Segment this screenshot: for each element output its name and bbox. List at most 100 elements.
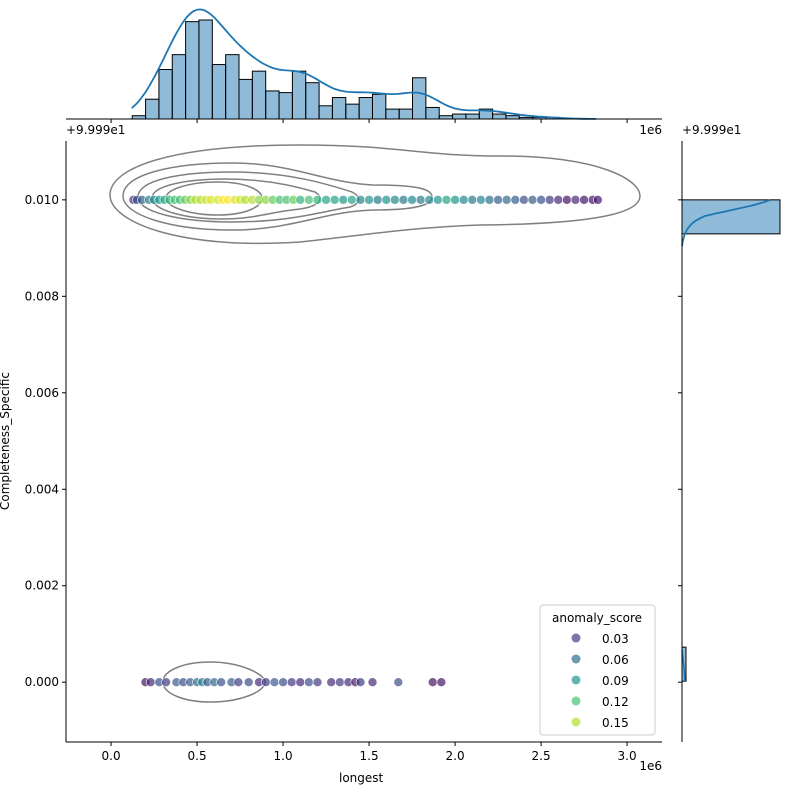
scatter-point: [450, 195, 460, 205]
histogram-bar: [211, 64, 227, 120]
scatter-point: [393, 677, 404, 687]
main-scatter-axes: 0.0 0.5 1.0 1.5 2.0 2.5 3.0 0.000 0.002 0.004 0.00…: [25, 141, 662, 763]
scatter-point: [510, 195, 521, 205]
scatter-point: [415, 195, 426, 205]
scatter-point: [261, 677, 271, 687]
scatter-point: [278, 677, 288, 687]
scatter-points: [128, 195, 603, 687]
kde-curve: [681, 199, 771, 247]
scatter-point: [145, 677, 156, 687]
scatter-point: [233, 677, 244, 687]
scatter-point: [562, 195, 572, 205]
kde-contour: [109, 144, 641, 245]
legend-label: 0.09: [602, 674, 629, 688]
scatter-point: [436, 677, 447, 687]
histogram-bar: [171, 54, 187, 120]
scatter-point: [493, 195, 503, 205]
scatter-point: [553, 195, 564, 205]
histogram-bar: [145, 98, 160, 120]
scatter-point: [458, 195, 469, 205]
scatter-point: [536, 195, 546, 205]
y-offset-label: +9.999e1: [66, 123, 125, 137]
scatter-point: [216, 677, 226, 687]
scatter-point: [321, 195, 331, 205]
scatter-point: [427, 677, 438, 687]
scatter-point: [579, 195, 589, 205]
histogram-bar: [185, 21, 200, 120]
scatter-point: [355, 195, 366, 205]
scatter-point: [295, 195, 306, 205]
histogram-bar: [452, 113, 467, 120]
scatter-point: [593, 195, 603, 205]
histogram-bar: [198, 19, 213, 120]
histogram-bar: [358, 97, 373, 120]
legend-marker: [571, 633, 581, 643]
scatter-point: [326, 677, 337, 687]
y-tick-label: 0.008: [25, 289, 59, 303]
x-tick-label: 0.5: [188, 749, 207, 763]
top-scale-label: 1e6: [639, 123, 662, 137]
scatter-point: [407, 195, 417, 205]
legend-label: 0.03: [602, 632, 629, 646]
kde-curve: [681, 649, 686, 683]
histogram-bar: [238, 78, 253, 120]
scatter-point: [304, 677, 314, 687]
top-marginal-histogram: [66, 8, 662, 123]
scatter-point: [304, 195, 314, 205]
histogram-bar: [398, 108, 414, 120]
kde-curve: [131, 8, 597, 120]
y-tick-label: 0.004: [25, 482, 59, 496]
y-tick-label: 0.010: [25, 193, 59, 207]
scatter-point: [570, 195, 581, 205]
scatter-point: [484, 195, 495, 205]
scatter-point: [295, 677, 306, 687]
scatter-point: [398, 195, 409, 205]
scatter-point: [527, 195, 538, 205]
legend-marker: [571, 696, 581, 706]
right-offset-label: +9.999e1: [682, 123, 741, 137]
scatter-point: [381, 195, 392, 205]
y-tick-label: 0.000: [25, 675, 59, 689]
histogram-bar: [492, 113, 507, 120]
scatter-point: [476, 195, 486, 205]
x-axis-label: longest: [339, 771, 384, 785]
x-offset-label: 1e6: [639, 759, 662, 773]
scatter-point: [269, 677, 280, 687]
scatter-point: [338, 195, 349, 205]
histogram-bar: [385, 108, 400, 120]
histogram-bar: [425, 106, 440, 120]
histogram-bar: [158, 69, 173, 120]
x-tick-label: 3.0: [618, 749, 637, 763]
scatter-point: [441, 195, 452, 205]
scatter-point: [501, 195, 512, 205]
right-marginal-histogram: [678, 141, 781, 742]
scatter-point: [519, 195, 529, 205]
x-tick-label: 1.5: [360, 749, 379, 763]
scatter-point: [312, 195, 323, 205]
histogram-bar: [318, 105, 333, 120]
y-tick-label: 0.006: [25, 386, 59, 400]
x-tick-label: 2.0: [446, 749, 465, 763]
legend-marker: [571, 675, 581, 685]
legend-label: 0.15: [602, 716, 629, 730]
scatter-point: [335, 677, 345, 687]
scatter-point: [424, 195, 435, 205]
x-tick-label: 1.0: [274, 749, 293, 763]
legend-marker: [571, 717, 581, 727]
scatter-point: [243, 677, 254, 687]
legend-title: anomaly_score: [552, 611, 642, 625]
histogram-bar: [305, 82, 320, 120]
histogram-bar: [225, 54, 240, 120]
histogram-bar: [371, 93, 387, 120]
scatter-point: [355, 677, 366, 687]
scatter-point: [467, 195, 478, 205]
scatter-point: [364, 195, 374, 205]
histogram-bar: [681, 199, 781, 235]
y-tick-label: 0.002: [25, 579, 59, 593]
histogram-bar: [465, 113, 480, 120]
histogram-bar: [345, 103, 360, 120]
main-axes: 0.0 0.5 1.0 1.5 2.0 2.5 3.0 0.000 0.002 0.004 0.00…: [25, 141, 662, 763]
x-tick-label: 0.0: [102, 749, 121, 763]
histogram-bar: [412, 77, 427, 120]
